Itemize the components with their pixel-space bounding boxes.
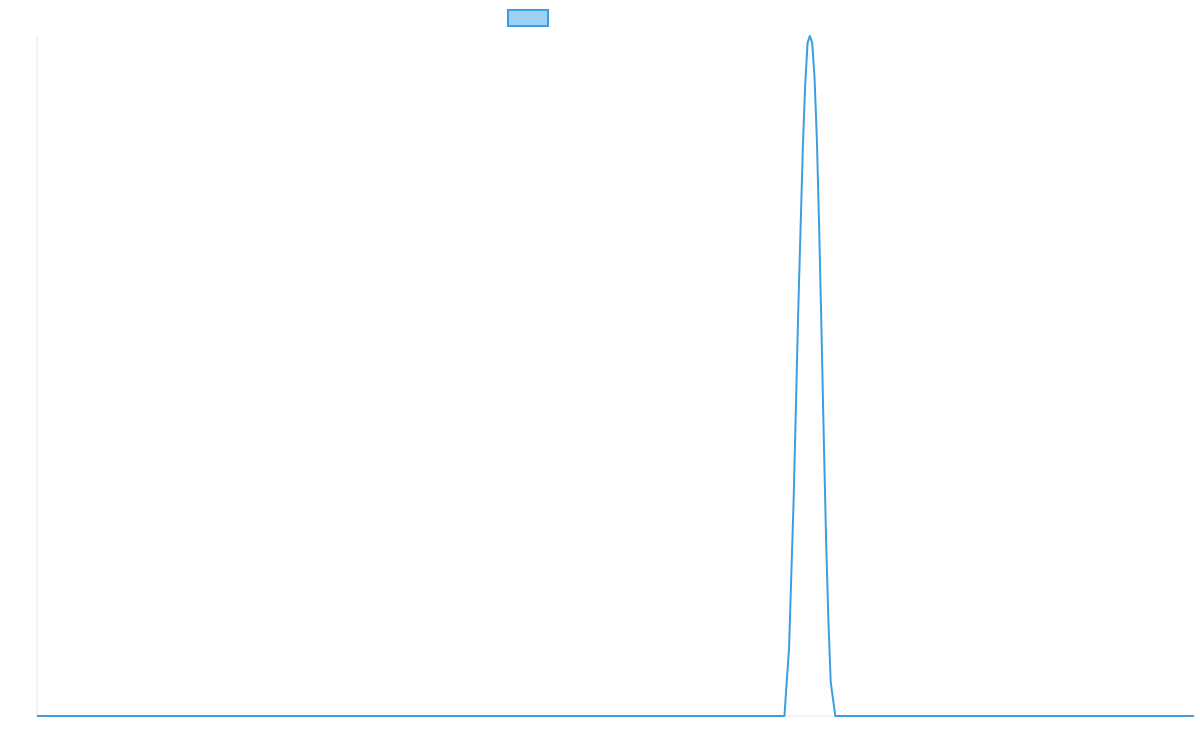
legend[interactable] (507, 9, 549, 27)
legend-swatch[interactable] (507, 9, 549, 27)
plot-area (37, 35, 1194, 717)
axes (36, 36, 1194, 717)
series-line (37, 35, 1194, 717)
